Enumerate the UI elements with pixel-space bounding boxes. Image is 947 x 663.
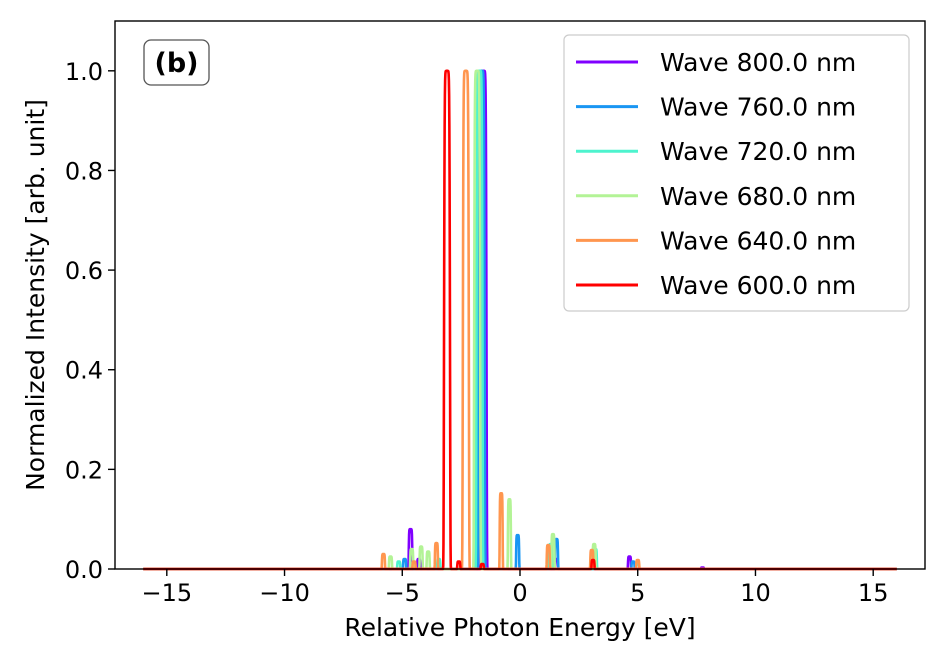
legend-label-3: Wave 720.0 nm [660,137,856,166]
panel-label-box: (b) [143,39,210,86]
y-tick-label: 0.2 [65,456,103,484]
x-axis-label: Relative Photon Energy [eV] [344,613,695,642]
legend-label-1: Wave 800.0 nm [660,48,856,77]
y-tick-label: 0.6 [65,257,103,285]
y-tick-label: 0.4 [65,357,103,385]
x-axis: −15 −10 −5 0 5 10 15 [141,569,888,607]
legend: Wave 800.0 nm Wave 760.0 nm Wave 720.0 nm W… [563,34,910,312]
legend-label-5: Wave 640.0 nm [660,226,856,255]
x-tick-label: 0 [512,579,527,607]
y-tick-label: 0.0 [65,556,103,584]
x-tick-label: −10 [259,579,310,607]
y-axis: 0.0 0.2 0.4 0.6 0.8 1.0 [65,58,115,584]
x-tick-label: 15 [858,579,889,607]
legend-label-6: Wave 600.0 nm [660,271,856,300]
x-tick-label: 5 [630,579,645,607]
y-tick-label: 1.0 [65,58,103,86]
panel-label: (b) [154,48,198,79]
x-tick-label: −15 [141,579,192,607]
x-tick-label: 10 [740,579,771,607]
y-axis-label: Normalized Intensity [arb. unit] [21,99,50,491]
x-tick-label: −5 [385,579,420,607]
legend-label-4: Wave 680.0 nm [660,182,856,211]
y-tick-label: 0.8 [65,157,103,185]
legend-label-2: Wave 760.0 nm [660,93,856,122]
panel-label-frame [143,39,210,86]
legend-frame [563,34,910,312]
